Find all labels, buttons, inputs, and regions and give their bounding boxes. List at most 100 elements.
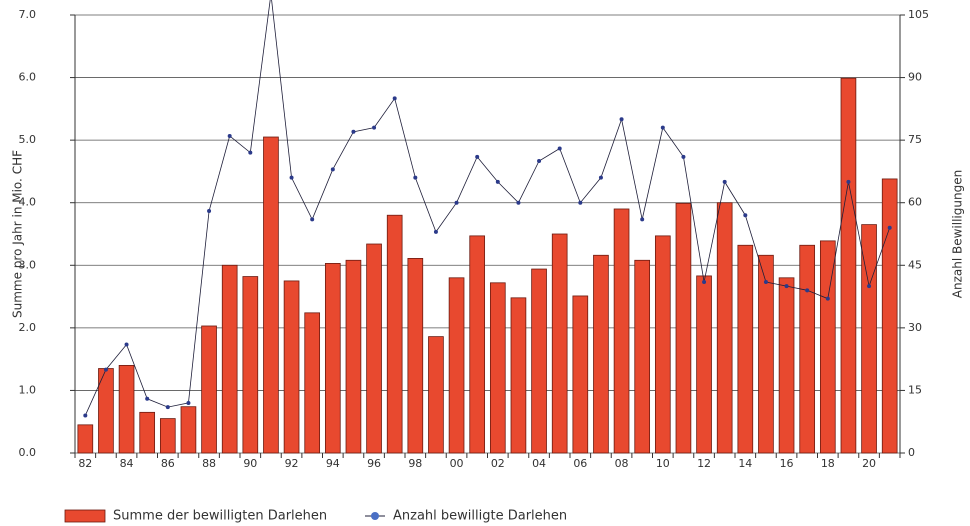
line-marker [207, 209, 212, 214]
line-marker [83, 413, 88, 418]
bar [634, 259, 651, 454]
y2-tick-label: 0 [908, 446, 915, 459]
line-marker [660, 125, 665, 130]
y-tick-label: 2.0 [19, 321, 37, 334]
line-marker [186, 400, 191, 405]
line-marker [825, 296, 830, 301]
bar [758, 254, 774, 454]
line-marker [681, 154, 686, 159]
x-tick-label: 04 [532, 457, 546, 470]
line-marker [227, 133, 232, 138]
bar [345, 259, 362, 454]
x-tick-label: 12 [697, 457, 711, 470]
x-tick-label: 88 [202, 457, 216, 470]
x-tick-label: 20 [862, 457, 876, 470]
line-marker [330, 167, 335, 172]
bar [881, 178, 898, 454]
bar [324, 263, 341, 454]
x-tick-label: 00 [450, 457, 464, 470]
bar [201, 325, 217, 454]
x-tick-label: 18 [821, 457, 835, 470]
y-tick-label: 4.0 [19, 196, 37, 209]
bar [696, 275, 712, 454]
line-marker [537, 159, 542, 163]
bar [675, 202, 692, 454]
bar [654, 235, 671, 454]
bar [510, 297, 527, 454]
bar [159, 418, 176, 454]
line-marker [557, 146, 562, 151]
x-tick-label: 14 [738, 457, 752, 470]
y-tick-label: 0.0 [19, 446, 37, 459]
line-marker [103, 367, 108, 372]
line-marker [372, 125, 377, 130]
bar [77, 424, 94, 454]
line-marker [124, 342, 129, 347]
bar [263, 136, 279, 454]
line-marker [598, 175, 603, 180]
bar [861, 224, 877, 454]
y2-tick-label: 30 [908, 321, 922, 334]
bar [778, 277, 795, 454]
y2-tick-label: 105 [908, 8, 929, 21]
bar [531, 268, 547, 454]
x-tick-label: 86 [161, 457, 175, 470]
legend-label: Summe der bewilligten Darlehen [113, 509, 327, 524]
y2-tick-label: 45 [908, 258, 922, 271]
bar [799, 244, 816, 454]
bar [551, 233, 568, 454]
y2-tick-label: 15 [908, 383, 922, 396]
bar [407, 258, 424, 454]
line-marker [619, 117, 624, 122]
bar [283, 280, 300, 454]
x-tick-label: 82 [78, 457, 92, 470]
legend-label: Anzahl bewilligte Darlehen [393, 509, 567, 524]
line-marker [516, 200, 521, 205]
bar [118, 364, 135, 454]
x-tick-label: 10 [656, 457, 670, 470]
bar [716, 202, 733, 454]
line-marker [784, 284, 789, 289]
line-marker [433, 229, 438, 234]
line-marker [763, 279, 768, 284]
bar [180, 406, 197, 454]
line-marker [743, 213, 748, 218]
x-tick-label: 06 [573, 457, 587, 470]
line-marker [846, 179, 851, 184]
bar [428, 336, 444, 454]
line-marker [702, 279, 707, 284]
y-tick-label: 5.0 [19, 133, 37, 146]
bar [366, 243, 382, 454]
bar [593, 254, 609, 454]
bar [139, 411, 156, 454]
line-marker [454, 200, 459, 205]
x-tick-label: 16 [780, 457, 794, 470]
line-marker [722, 179, 727, 184]
x-tick-label: 92 [285, 457, 299, 470]
x-tick-label: 90 [243, 457, 257, 470]
line-marker [887, 225, 892, 230]
line-marker [578, 200, 583, 205]
line-marker [145, 396, 150, 401]
bar [737, 244, 754, 454]
line-marker [805, 288, 810, 293]
y2-tick-label: 75 [908, 133, 922, 146]
line-marker [867, 284, 872, 289]
line-marker [413, 175, 418, 180]
line-marker [289, 175, 294, 180]
bar [613, 208, 630, 454]
legend-swatch [64, 509, 106, 523]
bar [242, 276, 259, 454]
line-marker [248, 150, 253, 155]
line-marker [165, 405, 170, 410]
line-marker [495, 179, 500, 184]
y-tick-label: 1.0 [19, 383, 37, 396]
x-tick-label: 98 [408, 457, 422, 470]
bar [840, 77, 857, 454]
line-marker [475, 154, 480, 159]
x-tick-label: 94 [326, 457, 340, 470]
y-tick-label: 7.0 [19, 8, 37, 21]
y-axis-label: Summe pro Jahr in Mio. CHF [11, 150, 25, 318]
y2-tick-label: 60 [908, 196, 922, 209]
